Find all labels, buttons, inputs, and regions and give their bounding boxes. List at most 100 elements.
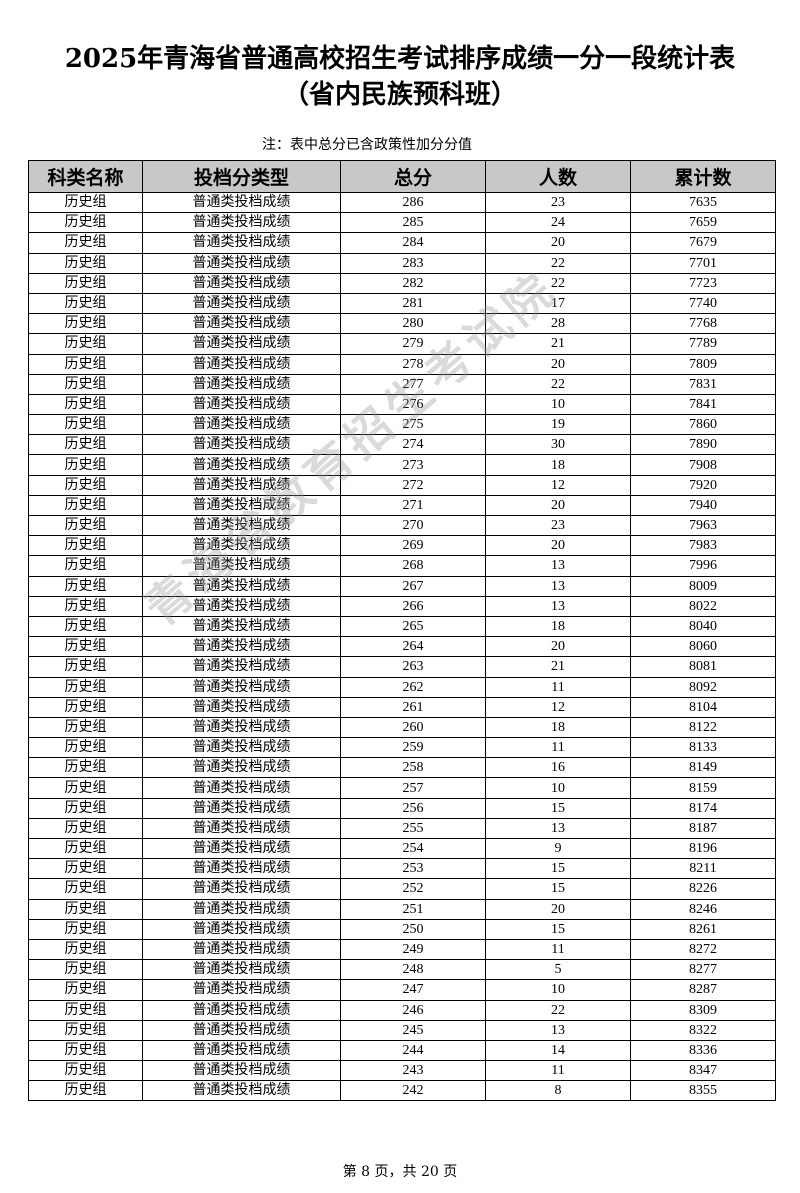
- cell-count: 15: [485, 797, 631, 819]
- table-row: 历史组 普通类投档成绩 258 16 8149: [28, 757, 776, 779]
- cell-category: 历史组: [28, 858, 143, 880]
- table-row: 历史组 普通类投档成绩 260 18 8122: [28, 716, 776, 739]
- cell-cumulative: 8009: [630, 575, 776, 597]
- cell-category: 历史组: [28, 414, 143, 436]
- cell-total-score: 265: [340, 615, 486, 638]
- cell-total-score: 255: [340, 817, 486, 840]
- table-row: 历史组 普通类投档成绩 280 28 7768: [28, 313, 776, 335]
- table-row: 历史组 普通类投档成绩 264 20 8060: [28, 636, 776, 658]
- cell-count: 14: [485, 1039, 631, 1062]
- cell-category: 历史组: [28, 918, 143, 940]
- cell-score-type: 普通类投档成绩: [142, 716, 341, 739]
- cell-count: 18: [485, 454, 631, 476]
- cell-count: 22: [485, 999, 631, 1021]
- table-row: 历史组 普通类投档成绩 269 20 7983: [28, 535, 776, 557]
- cell-cumulative: 7890: [630, 434, 776, 456]
- cell-cumulative: 8261: [630, 918, 776, 940]
- cell-score-type: 普通类投档成绩: [142, 555, 341, 577]
- cell-cumulative: 7679: [630, 232, 776, 254]
- table-row: 历史组 普通类投档成绩 245 13 8322: [28, 1019, 776, 1041]
- cell-score-type: 普通类投档成绩: [142, 979, 341, 1001]
- cell-count: 15: [485, 918, 631, 940]
- cell-score-type: 普通类投档成绩: [142, 999, 341, 1021]
- cell-count: 24: [485, 212, 631, 234]
- cell-category: 历史组: [28, 837, 143, 860]
- cell-cumulative: 7908: [630, 454, 776, 476]
- cell-cumulative: 7963: [630, 514, 776, 537]
- cell-total-score: 278: [340, 353, 486, 375]
- cell-total-score: 267: [340, 575, 486, 597]
- cell-count: 20: [485, 898, 631, 920]
- cell-count: 20: [485, 494, 631, 517]
- cell-score-type: 普通类投档成绩: [142, 656, 341, 678]
- cell-total-score: 244: [340, 1039, 486, 1062]
- cell-total-score: 259: [340, 737, 486, 759]
- cell-count: 28: [485, 313, 631, 335]
- cell-score-type: 普通类投档成绩: [142, 292, 341, 315]
- cell-count: 30: [485, 434, 631, 456]
- cell-category: 历史组: [28, 494, 143, 517]
- cell-total-score: 283: [340, 252, 486, 274]
- cell-category: 历史组: [28, 575, 143, 597]
- cell-category: 历史组: [28, 636, 143, 658]
- cell-count: 23: [485, 514, 631, 537]
- table-row: 历史组 普通类投档成绩 250 15 8261: [28, 918, 776, 940]
- cell-category: 历史组: [28, 898, 143, 920]
- cell-cumulative: 7789: [630, 333, 776, 355]
- table-row: 历史组 普通类投档成绩 256 15 8174: [28, 797, 776, 819]
- cell-score-type: 普通类投档成绩: [142, 514, 341, 537]
- cell-score-type: 普通类投档成绩: [142, 333, 341, 355]
- cell-count: 11: [485, 676, 631, 698]
- table-row: 历史组 普通类投档成绩 254 9 8196: [28, 837, 776, 860]
- cell-category: 历史组: [28, 232, 143, 254]
- cell-total-score: 248: [340, 959, 486, 981]
- table-row: 历史组 普通类投档成绩 263 21 8081: [28, 656, 776, 678]
- table-row: 历史组 普通类投档成绩 249 11 8272: [28, 938, 776, 961]
- cell-score-type: 普通类投档成绩: [142, 373, 341, 395]
- table-row: 历史组 普通类投档成绩 265 18 8040: [28, 615, 776, 638]
- cell-cumulative: 8272: [630, 938, 776, 961]
- cell-count: 22: [485, 373, 631, 395]
- table-row: 历史组 普通类投档成绩 278 20 7809: [28, 353, 776, 375]
- cell-cumulative: 8309: [630, 999, 776, 1021]
- cell-cumulative: 7659: [630, 212, 776, 234]
- cell-count: 22: [485, 272, 631, 294]
- cell-category: 历史组: [28, 1019, 143, 1041]
- cell-score-type: 普通类投档成绩: [142, 1039, 341, 1062]
- cell-total-score: 258: [340, 757, 486, 779]
- page-subtitle: （省内民族预科班）: [282, 80, 517, 110]
- cell-total-score: 247: [340, 979, 486, 1001]
- cell-total-score: 256: [340, 797, 486, 819]
- cell-category: 历史组: [28, 615, 143, 638]
- cell-score-type: 普通类投档成绩: [142, 191, 341, 214]
- cell-count: 16: [485, 757, 631, 779]
- cell-score-type: 普通类投档成绩: [142, 938, 341, 961]
- cell-count: 22: [485, 252, 631, 274]
- cell-score-type: 普通类投档成绩: [142, 494, 341, 517]
- cell-score-type: 普通类投档成绩: [142, 1060, 341, 1082]
- cell-cumulative: 8187: [630, 817, 776, 840]
- cell-cumulative: 7768: [630, 313, 776, 335]
- cell-count: 20: [485, 232, 631, 254]
- cell-score-type: 普通类投档成绩: [142, 615, 341, 638]
- cell-category: 历史组: [28, 272, 143, 294]
- table-row: 历史组 普通类投档成绩 244 14 8336: [28, 1039, 776, 1062]
- cell-total-score: 251: [340, 898, 486, 920]
- cell-count: 11: [485, 938, 631, 961]
- cell-cumulative: 8040: [630, 615, 776, 638]
- cell-total-score: 253: [340, 858, 486, 880]
- cell-count: 21: [485, 333, 631, 355]
- table-row: 历史组 普通类投档成绩 283 22 7701: [28, 252, 776, 274]
- cell-cumulative: 7920: [630, 474, 776, 496]
- cell-cumulative: 8336: [630, 1039, 776, 1062]
- cell-category: 历史组: [28, 373, 143, 395]
- cell-score-type: 普通类投档成绩: [142, 272, 341, 294]
- cell-total-score: 262: [340, 676, 486, 698]
- cell-category: 历史组: [28, 353, 143, 375]
- cell-total-score: 250: [340, 918, 486, 940]
- table-row: 历史组 普通类投档成绩 259 11 8133: [28, 737, 776, 759]
- cell-count: 12: [485, 474, 631, 496]
- cell-score-type: 普通类投档成绩: [142, 353, 341, 375]
- table-row: 历史组 普通类投档成绩 272 12 7920: [28, 474, 776, 496]
- cell-total-score: 242: [340, 1080, 486, 1102]
